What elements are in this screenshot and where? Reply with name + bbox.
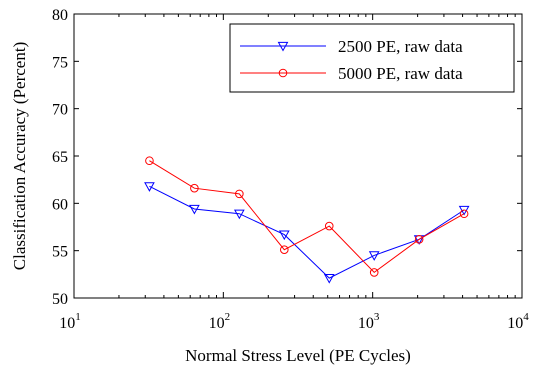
legend-marker xyxy=(277,41,289,52)
data-point xyxy=(144,182,155,192)
data-point xyxy=(235,189,244,199)
y-tick-label: 65 xyxy=(52,149,68,166)
series-layer xyxy=(144,156,470,284)
y-tick-label: 60 xyxy=(52,196,68,213)
data-point xyxy=(459,209,469,219)
data-point xyxy=(368,251,380,261)
y-axis-title: Classification Accuracy (Percent) xyxy=(10,42,29,270)
data-point xyxy=(414,235,424,244)
series-line xyxy=(149,160,465,274)
plot-frame xyxy=(73,13,523,299)
data-point xyxy=(324,221,334,231)
y-tick-label: 50 xyxy=(52,291,68,308)
data-point xyxy=(279,245,289,255)
series-1 xyxy=(145,156,469,277)
data-point xyxy=(369,268,379,277)
legend-box xyxy=(229,23,515,93)
legend-marker xyxy=(278,68,288,78)
legend: 2500 PE, raw data 5000 PE, raw data xyxy=(229,23,515,93)
x-tick-label: 103 xyxy=(358,311,380,332)
legend-label: 5000 PE, raw data xyxy=(338,64,463,83)
data-point xyxy=(189,204,200,215)
data-point xyxy=(190,183,199,193)
y-tick-label: 80 xyxy=(52,7,68,24)
y-tick-label: 75 xyxy=(52,54,68,71)
y-tick-label: 55 xyxy=(52,244,68,261)
x-tick-label: 101 xyxy=(59,311,81,332)
data-point xyxy=(278,230,290,241)
legend-item: 5000 PE, raw data xyxy=(240,64,463,83)
series-line xyxy=(149,185,465,279)
data-point xyxy=(233,209,245,220)
tick-labels: 50 55 60 65 70 75 80 101 102 103 104 xyxy=(52,7,529,332)
x-tick-label: 102 xyxy=(209,311,231,332)
legend-item: 2500 PE, raw data xyxy=(240,37,463,56)
y-tick-label: 70 xyxy=(52,102,68,119)
legend-label: 2500 PE, raw data xyxy=(338,37,463,56)
data-point xyxy=(323,274,335,284)
x-axis-title: Normal Stress Level (PE Cycles) xyxy=(185,346,411,365)
x-tick-label: 104 xyxy=(507,311,529,332)
data-point xyxy=(145,156,154,166)
